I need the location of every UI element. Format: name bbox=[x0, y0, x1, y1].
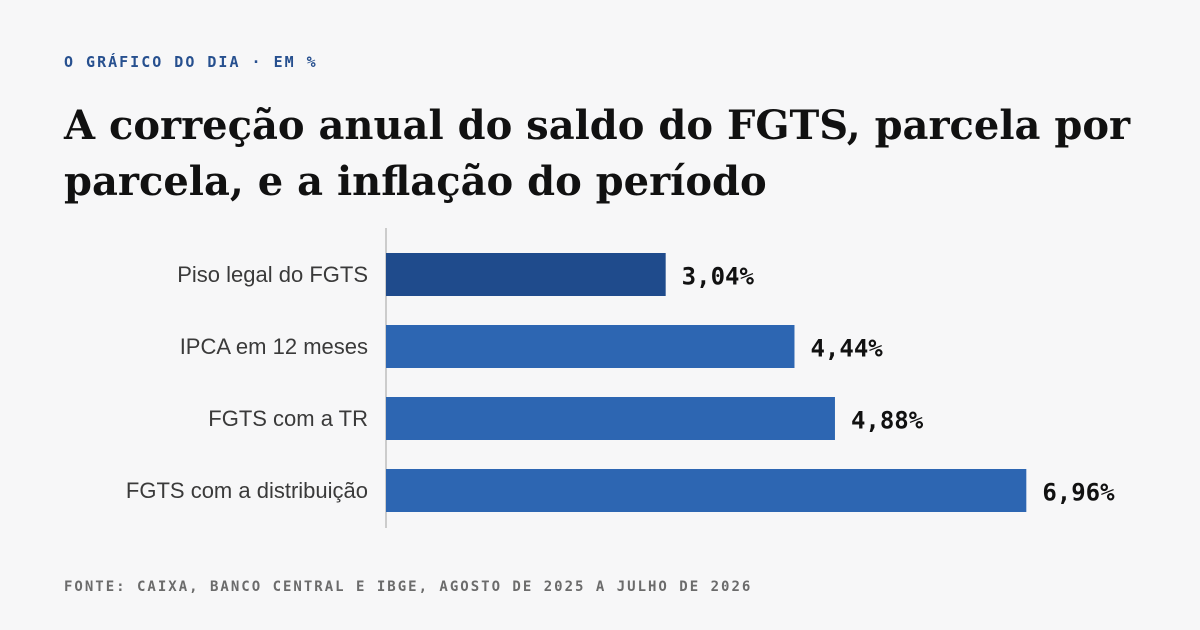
bar-3 bbox=[386, 469, 1027, 512]
chart-title: A correção anual do saldo do FGTS, parce… bbox=[64, 102, 1131, 205]
chart-kicker: O GRÁFICO DO DIA · EM % bbox=[64, 53, 318, 71]
category-label-2: FGTS com a TR bbox=[208, 406, 368, 431]
category-label-3: FGTS com a distribuição bbox=[126, 478, 368, 503]
bar-0 bbox=[386, 253, 666, 296]
bar-1 bbox=[386, 325, 795, 368]
category-label-0: Piso legal do FGTS bbox=[177, 262, 368, 287]
value-label-0: 3,04% bbox=[682, 263, 755, 291]
value-label-1: 4,44% bbox=[810, 335, 883, 363]
value-label-3: 6,96% bbox=[1042, 479, 1115, 507]
chart-source: FONTE: CAIXA, BANCO CENTRAL E IBGE, AGOS… bbox=[64, 579, 753, 595]
category-label-1: IPCA em 12 meses bbox=[180, 334, 368, 359]
bar-2 bbox=[386, 397, 835, 440]
value-label-2: 4,88% bbox=[851, 407, 924, 435]
